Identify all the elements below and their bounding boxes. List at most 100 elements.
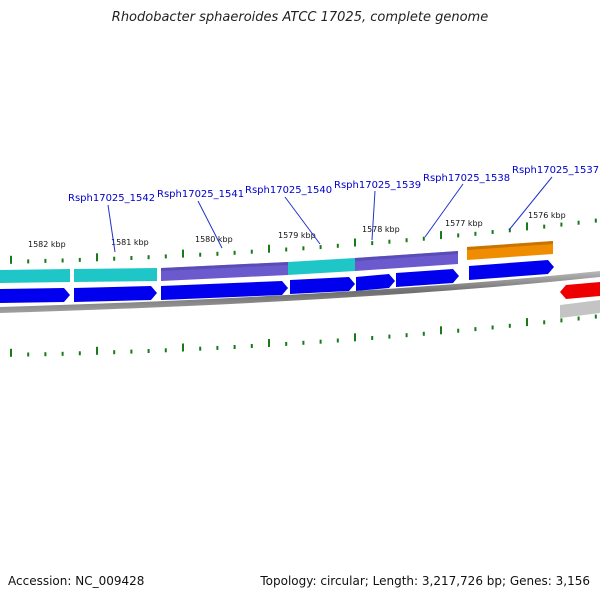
cds-arrow-6[interactable] [396, 269, 459, 287]
gene-label-1539[interactable]: Rsph17025_1539 [334, 180, 421, 191]
outer-tick-2 [44, 258, 47, 263]
inner-tick-13 [233, 345, 236, 349]
outer-tick-26 [457, 233, 460, 238]
outer-tick-5 [96, 253, 98, 262]
gene-label-1538[interactable]: Rsph17025_1538 [423, 173, 510, 184]
inner-tick-26 [457, 328, 460, 333]
inner-tick-row [10, 314, 597, 357]
feature-track [0, 241, 553, 283]
cds-arrow-4[interactable] [290, 277, 355, 294]
inner-tick-3 [61, 351, 64, 356]
outer-tick-15 [268, 244, 270, 253]
outer-tick-24 [422, 236, 425, 241]
outer-tick-17 [302, 246, 305, 251]
inner-tick-34 [594, 314, 597, 319]
feature-purple-2[interactable] [355, 251, 458, 271]
inner-tick-10 [182, 343, 184, 352]
feature-cyan-1[interactable] [0, 269, 70, 283]
outer-tick-10 [182, 249, 184, 258]
outer-tick-14 [250, 249, 253, 254]
inner-tick-24 [422, 331, 425, 336]
kbp-label-1580: 1580 kbp [195, 235, 233, 244]
outer-tick-11 [199, 252, 202, 257]
outer-tick-25 [440, 231, 442, 240]
inner-tick-5 [96, 346, 98, 355]
kbp-label-1576: 1576 kbp [528, 211, 566, 220]
outer-tick-9 [164, 254, 167, 259]
inner-tick-11 [199, 346, 202, 351]
inner-tick-29 [508, 323, 511, 328]
outer-tick-34 [594, 218, 597, 223]
outer-tick-31 [543, 224, 546, 229]
kbp-label-1581: 1581 kbp [111, 238, 149, 247]
outer-tick-7 [130, 256, 133, 260]
inner-tick-21 [371, 336, 374, 340]
feature-red-partial[interactable] [560, 282, 600, 299]
outer-tick-32 [560, 222, 563, 227]
feature-cyan-2[interactable] [74, 268, 157, 282]
outer-tick-23 [405, 238, 408, 243]
inner-tick-7 [130, 349, 133, 354]
inner-tick-6 [113, 350, 116, 355]
outer-tick-28 [491, 230, 494, 234]
cds-arrow-5[interactable] [356, 274, 395, 291]
inner-tick-30 [526, 318, 528, 327]
outer-tick-row [10, 218, 597, 264]
outer-tick-13 [233, 250, 236, 255]
outer-tick-0 [10, 255, 12, 264]
inner-tick-8 [147, 349, 150, 353]
outer-tick-22 [388, 239, 391, 244]
inner-tick-15 [268, 339, 270, 347]
cds-arrow-3[interactable] [161, 281, 288, 300]
cds-arrow-7[interactable] [469, 260, 554, 280]
inner-tick-33 [577, 316, 580, 321]
outer-tick-12 [216, 251, 219, 256]
inner-tick-9 [164, 348, 167, 353]
gene-label-1542[interactable]: Rsph17025_1542 [68, 193, 155, 204]
inner-tick-22 [388, 334, 391, 339]
outer-tick-1 [27, 259, 30, 264]
inner-tick-28 [491, 325, 494, 330]
topology-text: Topology: circular; Length: 3,217,726 bp… [260, 574, 590, 588]
inner-tick-23 [405, 333, 408, 338]
cds-arrow-1[interactable] [0, 288, 70, 303]
inner-tick-31 [543, 320, 546, 325]
outer-tick-33 [577, 220, 580, 225]
inner-tick-32 [560, 318, 563, 323]
inner-tick-14 [250, 344, 253, 348]
feature-grey-partial[interactable] [560, 300, 600, 318]
gene-label-1541[interactable]: Rsph17025_1541 [157, 189, 244, 200]
inner-tick-25 [440, 326, 442, 335]
gene-label-1540[interactable]: Rsph17025_1540 [245, 185, 332, 196]
outer-tick-6 [113, 256, 116, 261]
outer-tick-29 [508, 228, 511, 233]
outer-tick-27 [474, 231, 477, 236]
outer-tick-3 [61, 258, 64, 263]
inner-tick-12 [216, 345, 219, 350]
outer-tick-16 [285, 247, 288, 252]
inner-tick-27 [474, 327, 477, 332]
label-leaders [107, 176, 553, 253]
outer-tick-4 [78, 257, 81, 262]
inner-tick-20 [354, 333, 356, 342]
genome-title: Rhodobacter sphaeroides ATCC 17025, comp… [111, 10, 489, 25]
outer-tick-19 [336, 243, 339, 248]
inner-tick-2 [44, 352, 47, 357]
outer-tick-18 [319, 245, 322, 250]
gene-label-1537[interactable]: Rsph17025_1537 [512, 165, 599, 176]
cds-track [0, 260, 554, 303]
inner-tick-0 [10, 348, 12, 357]
outer-tick-8 [147, 255, 150, 260]
cds-arrow-2[interactable] [74, 286, 157, 302]
kbp-label-1579: 1579 kbp [278, 231, 316, 240]
outer-tick-30 [526, 222, 528, 231]
kbp-label-1578: 1578 kbp [362, 225, 400, 234]
outer-tick-20 [354, 238, 356, 247]
feature-cyan-3[interactable] [288, 258, 355, 275]
inner-tick-19 [336, 338, 339, 343]
kbp-label-1577: 1577 kbp [445, 219, 483, 228]
inner-tick-17 [302, 340, 305, 345]
outer-tick-21 [371, 241, 374, 246]
accession-text: Accession: NC_009428 [8, 574, 145, 588]
